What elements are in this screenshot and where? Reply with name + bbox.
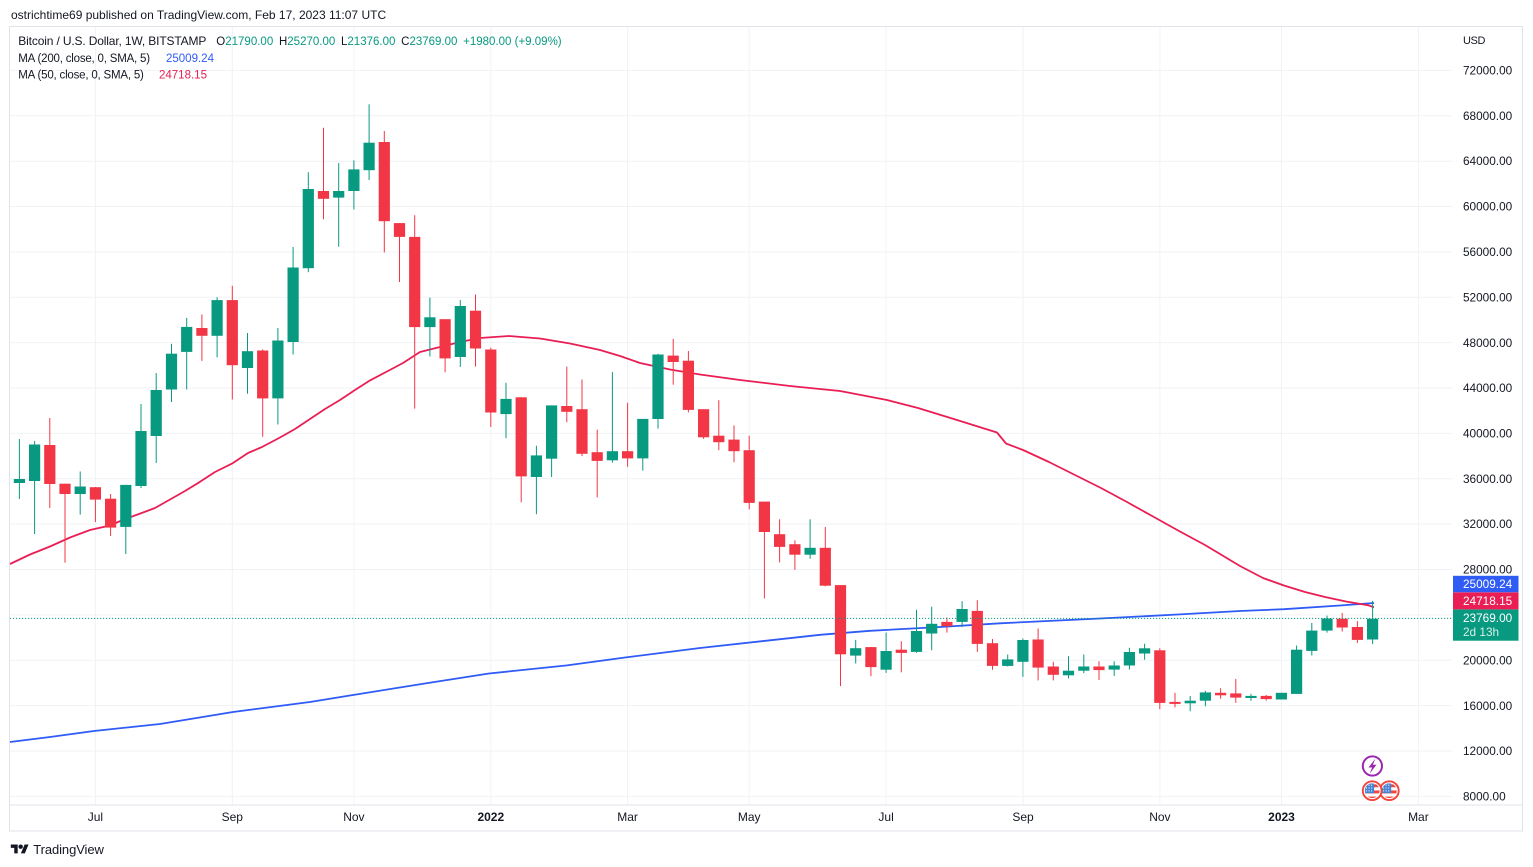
svg-text:48000.00: 48000.00: [1463, 336, 1513, 350]
svg-text:Jul: Jul: [878, 810, 893, 824]
svg-text:36000.00: 36000.00: [1463, 472, 1513, 486]
svg-text:Sep: Sep: [1012, 810, 1034, 824]
svg-text:60000.00: 60000.00: [1463, 200, 1513, 214]
svg-text:Bitcoin / U.S. Dollar, 1W, BIT: Bitcoin / U.S. Dollar, 1W, BITSTAMP: [18, 34, 206, 48]
svg-text:44000.00: 44000.00: [1463, 381, 1513, 395]
svg-text:52000.00: 52000.00: [1463, 290, 1513, 304]
svg-text:24718.15: 24718.15: [1463, 594, 1513, 608]
svg-text:May: May: [738, 810, 761, 824]
svg-text:Sep: Sep: [222, 810, 244, 824]
svg-text:32000.00: 32000.00: [1463, 517, 1513, 531]
svg-text:24718.15: 24718.15: [159, 70, 207, 82]
svg-text:O21790.00 H25270.00 L21376.00: O21790.00 H25270.00 L21376.00 C23769.00 …: [216, 36, 561, 48]
svg-text:Nov: Nov: [343, 810, 364, 824]
svg-text:TradingView: TradingView: [33, 842, 104, 857]
svg-text:25009.24: 25009.24: [166, 53, 215, 65]
svg-text:25009.24: 25009.24: [1463, 577, 1513, 591]
svg-text:2d 13h: 2d 13h: [1463, 625, 1499, 639]
svg-text:23769.00: 23769.00: [1463, 611, 1513, 625]
svg-text:Mar: Mar: [1408, 810, 1429, 824]
svg-text:MA (50, close, 0, SMA, 5): MA (50, close, 0, SMA, 5): [18, 70, 144, 82]
svg-text:8000.00: 8000.00: [1463, 790, 1506, 804]
svg-text:68000.00: 68000.00: [1463, 109, 1513, 123]
svg-text:72000.00: 72000.00: [1463, 64, 1513, 78]
svg-text:Jul: Jul: [88, 810, 103, 824]
svg-text:12000.00: 12000.00: [1463, 744, 1513, 758]
svg-text:56000.00: 56000.00: [1463, 245, 1513, 259]
svg-text:Nov: Nov: [1149, 810, 1170, 824]
svg-text:16000.00: 16000.00: [1463, 699, 1513, 713]
svg-text:64000.00: 64000.00: [1463, 154, 1513, 168]
svg-text:2022: 2022: [477, 810, 504, 824]
svg-text:2023: 2023: [1268, 810, 1295, 824]
svg-text:Mar: Mar: [617, 810, 638, 824]
svg-text:USD: USD: [1463, 35, 1485, 47]
svg-text:40000.00: 40000.00: [1463, 427, 1513, 441]
svg-text:20000.00: 20000.00: [1463, 653, 1513, 667]
svg-text:ostrichtime69 published on Tra: ostrichtime69 published on TradingView.c…: [11, 8, 386, 22]
svg-text:MA (200, close, 0, SMA, 5): MA (200, close, 0, SMA, 5): [18, 53, 150, 65]
svg-text:28000.00: 28000.00: [1463, 563, 1513, 577]
